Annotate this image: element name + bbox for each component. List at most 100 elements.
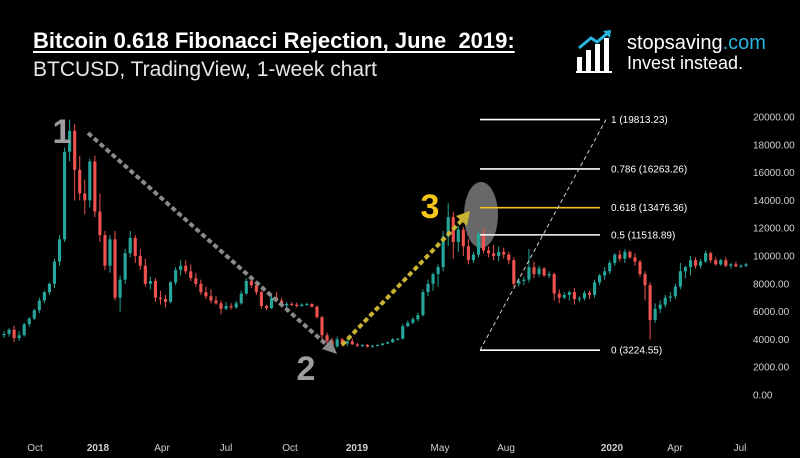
candle-body — [719, 260, 723, 265]
candle-body — [643, 274, 647, 286]
candle-body — [204, 292, 208, 297]
candle-body — [396, 338, 400, 340]
x-tick-label: Jul — [734, 443, 747, 454]
x-tick-label: 2019 — [346, 443, 369, 454]
candle-body — [22, 324, 26, 336]
fib-trend-line — [479, 119, 607, 351]
candle-body — [325, 335, 329, 341]
candle-body — [683, 267, 687, 272]
y-tick-label: 20000.00 — [753, 113, 795, 124]
candle-body — [118, 279, 122, 298]
candle-body — [421, 292, 425, 316]
candle-body — [52, 261, 57, 284]
fib-level-label: 0.5 (11518.89) — [611, 230, 675, 241]
brand-name: stopsaving.com — [627, 32, 766, 55]
candle-body — [709, 253, 713, 261]
candle-body — [461, 229, 465, 247]
candle-body — [648, 285, 652, 320]
candle-body — [224, 306, 228, 309]
brand-tagline: Invest instead. — [627, 53, 744, 73]
candle-body — [335, 339, 339, 347]
candle-body — [78, 169, 82, 194]
candle-body — [355, 344, 359, 346]
candle-body — [42, 292, 46, 301]
candle-body — [406, 322, 410, 327]
candle-body — [512, 260, 516, 284]
candle-body — [259, 292, 263, 307]
candle-body — [593, 282, 597, 295]
candle-body — [502, 251, 506, 255]
marker-1: 1 — [53, 113, 72, 151]
candle-body — [386, 342, 390, 344]
fib-level-label: 0 (3224.55) — [611, 346, 662, 357]
candle-body — [729, 264, 733, 266]
candle-body — [229, 306, 233, 308]
fib-level-label: 0.618 (13476.36) — [611, 203, 687, 214]
y-tick-label: 10000.00 — [753, 252, 795, 263]
candle-body — [179, 265, 183, 270]
candle-body — [466, 246, 470, 261]
candle-body — [295, 304, 299, 307]
marker-2: 2 — [297, 350, 316, 388]
candle-body — [138, 256, 142, 266]
candle-body — [73, 130, 77, 170]
candle-body — [426, 283, 430, 293]
candle-body — [456, 229, 460, 243]
candle-body — [174, 269, 178, 283]
candle-body — [598, 275, 602, 283]
candle-body — [234, 303, 238, 308]
candle-body — [381, 343, 385, 345]
y-tick-label: 8000.00 — [753, 279, 790, 290]
candle-body — [169, 282, 173, 302]
x-tick-label: Apr — [667, 443, 683, 454]
candle-body — [370, 345, 375, 347]
fib-level-label: 0.786 (16263.26) — [611, 164, 687, 175]
candle-body — [244, 281, 248, 294]
candle-body — [2, 333, 6, 336]
candle-body — [693, 260, 698, 266]
candle-body — [391, 339, 395, 343]
candle-body — [133, 237, 137, 256]
candle-body — [618, 254, 622, 259]
candle-body — [360, 344, 364, 346]
candle-body — [446, 217, 450, 237]
candle-body — [416, 315, 420, 320]
candle-body — [194, 278, 198, 284]
candle-body — [315, 306, 319, 318]
chart-title: Bitcoin 0.618 Fibonacci Rejection, June … — [33, 28, 515, 53]
candle-body — [547, 274, 551, 276]
candle-body — [103, 235, 107, 266]
candle-body — [542, 268, 546, 276]
candle-body — [714, 260, 718, 265]
x-tick-label: Oct — [282, 443, 298, 454]
candle-body — [471, 254, 475, 261]
candle-body — [310, 303, 314, 307]
candle-body — [527, 267, 531, 280]
candle-body — [562, 294, 566, 298]
y-tick-label: 4000.00 — [753, 335, 790, 346]
fib-level-label: 1 (19813.23) — [611, 115, 668, 126]
y-tick-label: 16000.00 — [753, 168, 795, 179]
candle-body — [492, 253, 496, 256]
candle-body — [290, 303, 294, 305]
candle-body — [582, 292, 587, 299]
candle-body — [300, 304, 304, 307]
candle-body — [128, 237, 132, 254]
x-tick-label: May — [431, 443, 450, 454]
candle-body — [345, 341, 349, 344]
bar-chart-arrow-icon — [576, 30, 612, 73]
candle-body — [441, 236, 445, 268]
candle-body — [88, 161, 92, 201]
candle-body — [507, 254, 511, 261]
candle-body — [98, 211, 102, 236]
brand-logo[interactable]: stopsaving.com Invest instead. — [575, 30, 795, 75]
rejection-ellipse — [464, 182, 498, 248]
y-tick-label: 6000.00 — [753, 307, 790, 318]
candle-body — [481, 233, 486, 251]
candle-body — [401, 326, 405, 339]
candle-body — [57, 239, 62, 262]
candle-body — [214, 300, 218, 304]
candle-body — [688, 260, 693, 268]
x-tick-label: 2018 — [87, 443, 110, 454]
candle-body — [522, 279, 526, 282]
